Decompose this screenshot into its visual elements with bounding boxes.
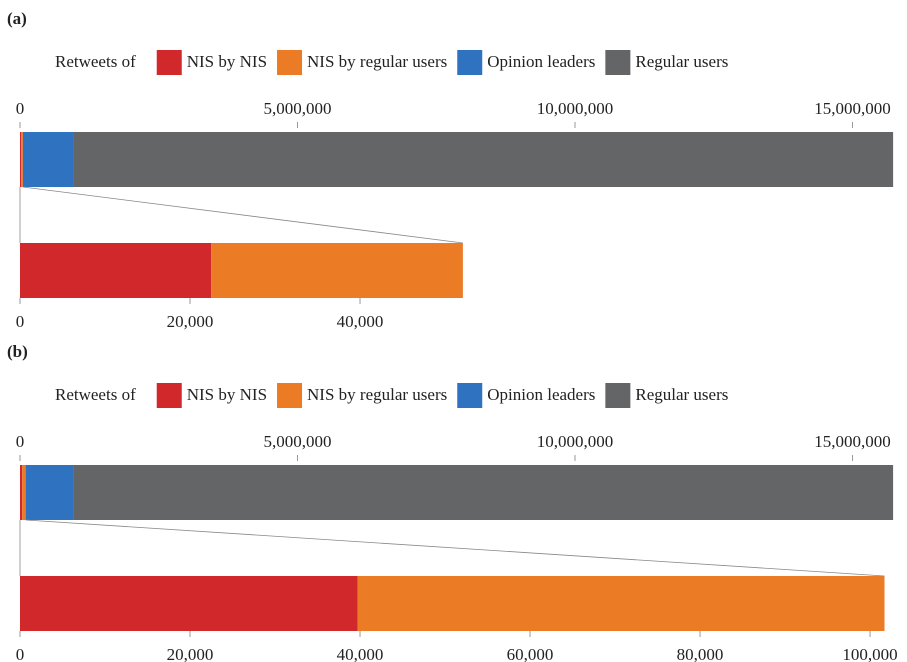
legend-swatch (457, 383, 483, 408)
tick-label: 100,000 (842, 645, 897, 662)
legend-swatch (605, 50, 631, 75)
legend-label: Regular users (635, 52, 728, 71)
zoom-line (22, 186, 463, 244)
bar-segment (22, 465, 26, 520)
zoom-bar-segment (20, 243, 212, 298)
legend-swatch (156, 383, 182, 408)
tick-label: 20,000 (167, 645, 214, 662)
zoom-bar-segment (357, 576, 885, 631)
legend-label: NIS by regular users (307, 52, 447, 71)
tick-label: 5,000,000 (263, 99, 331, 118)
tick-label: 20,000 (167, 312, 214, 331)
tick-label: 0 (16, 99, 25, 118)
zoom-line (25, 519, 885, 577)
bar-segment (20, 132, 22, 187)
panel-label: (b) (7, 342, 28, 361)
bar-segment (22, 132, 74, 187)
tick-label: 10,000,000 (537, 432, 614, 451)
tick-label: 60,000 (507, 645, 554, 662)
legend-label: NIS by NIS (187, 52, 267, 71)
panel-label: (a) (7, 9, 27, 28)
tick-label: 40,000 (337, 312, 384, 331)
legend-title: Retweets of (55, 52, 136, 71)
legend-label: Opinion leaders (487, 52, 595, 71)
legend-label: Opinion leaders (487, 385, 595, 404)
tick-label: 80,000 (677, 645, 724, 662)
bar-segment (73, 465, 894, 520)
tick-label: 15,000,000 (814, 432, 891, 451)
legend-swatch (277, 50, 303, 75)
legend-label: NIS by regular users (307, 385, 447, 404)
legend-swatch (457, 50, 483, 75)
tick-label: 10,000,000 (537, 99, 614, 118)
zoom-bar-segment (211, 243, 463, 298)
tick-label: 15,000,000 (814, 99, 891, 118)
bar-segment (25, 465, 74, 520)
tick-label: 40,000 (337, 645, 384, 662)
tick-label: 0 (16, 645, 25, 662)
bar-segment (21, 132, 23, 187)
legend-label: NIS by NIS (187, 385, 267, 404)
tick-label: 5,000,000 (263, 432, 331, 451)
legend-swatch (277, 383, 303, 408)
legend-swatch (156, 50, 182, 75)
bar-segment (73, 132, 894, 187)
tick-label: 0 (16, 432, 25, 451)
legend-swatch (605, 383, 631, 408)
bar-segment (20, 465, 23, 520)
legend-title: Retweets of (55, 385, 136, 404)
legend-label: Regular users (635, 385, 728, 404)
tick-label: 0 (16, 312, 25, 331)
zoom-bar-segment (20, 576, 358, 631)
